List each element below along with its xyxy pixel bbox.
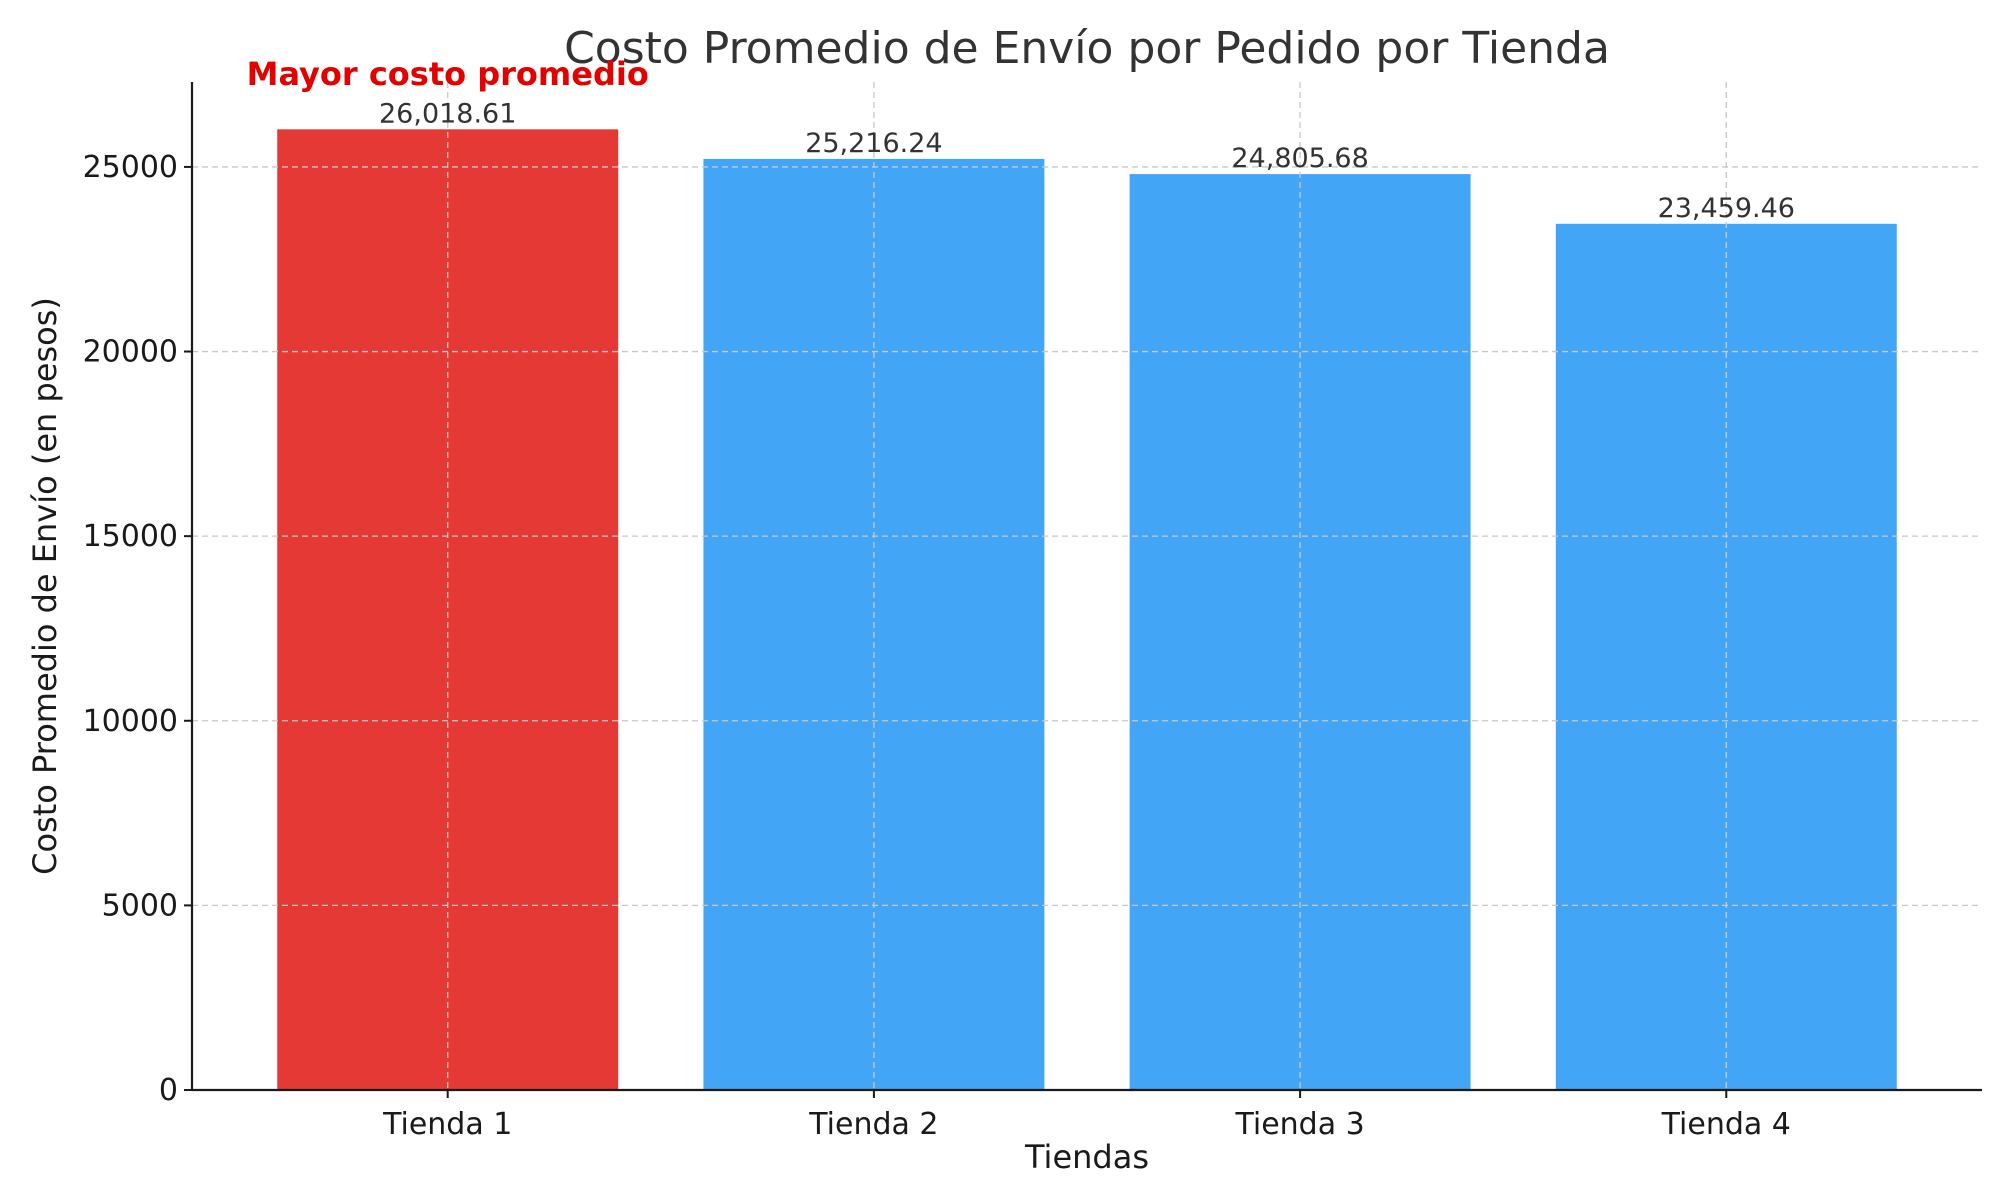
y-axis-title: Costo Promedio de Envío (en pesos) <box>26 297 64 875</box>
y-tick-label: 10000 <box>83 704 178 739</box>
x-tick-label: Tienda 2 <box>808 1107 938 1142</box>
x-tick-label: Tienda 1 <box>382 1107 512 1142</box>
bar-tienda-1 <box>277 129 619 1090</box>
bars <box>277 129 1897 1091</box>
y-tick-label: 15000 <box>83 519 178 554</box>
y-tick-label: 0 <box>159 1073 178 1108</box>
chart-title: Costo Promedio de Envío por Pedido por T… <box>564 23 1610 74</box>
x-axis-title: Tiendas <box>1024 1138 1149 1176</box>
x-tick-label: Tienda 4 <box>1661 1107 1791 1142</box>
ticks: 0 5000 10000 15000 20000 25000 Tienda 1 Tienda … <box>83 150 1791 1142</box>
y-tick-label: 25000 <box>83 150 178 185</box>
y-tick-label: 20000 <box>83 335 178 370</box>
axes <box>190 82 1982 1092</box>
grid <box>192 82 1982 1090</box>
value-labels: 26,018.61 25,216.24 24,805.68 23,459.46 <box>379 98 1795 223</box>
value-label: 24,805.68 <box>1231 143 1368 174</box>
y-tick-label: 5000 <box>102 888 178 923</box>
value-label: 23,459.46 <box>1658 193 1795 224</box>
value-label: 25,216.24 <box>805 128 942 159</box>
value-label: 26,018.61 <box>379 98 516 129</box>
highest-cost-annotation: Mayor costo promedio <box>247 55 649 93</box>
x-tick-label: Tienda 3 <box>1234 1107 1364 1142</box>
